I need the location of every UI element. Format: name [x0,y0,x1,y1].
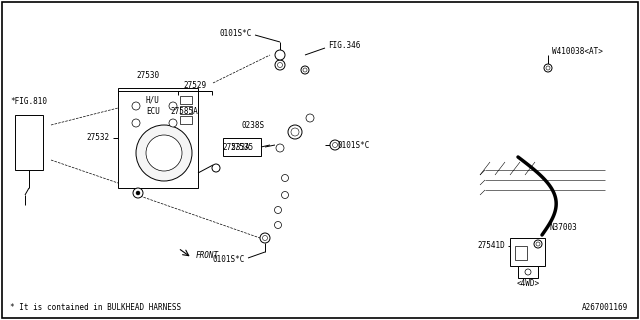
Text: 27585A: 27585A [170,108,198,116]
Text: 0101S*C: 0101S*C [220,28,252,37]
Circle shape [303,68,307,72]
Text: H/U: H/U [146,95,160,105]
Circle shape [132,102,140,110]
Circle shape [306,114,314,122]
Text: FRONT: FRONT [196,252,219,260]
Text: W410038<AT>: W410038<AT> [552,47,603,57]
Text: 0101S*C: 0101S*C [338,140,371,149]
Bar [515,246,527,260]
Bar [180,116,192,124]
Circle shape [546,66,550,70]
Circle shape [275,206,282,213]
Circle shape [169,102,177,110]
Text: N37003: N37003 [550,223,578,233]
Circle shape [282,191,289,198]
Text: 27532: 27532 [87,133,110,142]
Bar [223,138,261,156]
Circle shape [276,144,284,152]
Circle shape [275,50,285,60]
Text: *FIG.810: *FIG.810 [10,97,47,106]
Circle shape [536,242,540,246]
Text: 27530: 27530 [136,71,159,81]
Text: <4WD>: <4WD> [516,279,540,289]
Polygon shape [505,140,532,165]
Text: 0238S: 0238S [242,121,265,130]
Circle shape [291,128,299,136]
Circle shape [146,135,182,171]
Bar [518,266,538,278]
Circle shape [136,191,140,195]
Bar [15,115,43,170]
Bar [510,238,545,266]
Text: * It is contained in BULKHEAD HARNESS: * It is contained in BULKHEAD HARNESS [10,303,181,313]
Text: FIG.346: FIG.346 [328,42,360,51]
Circle shape [301,66,309,74]
Circle shape [275,60,285,70]
Text: 27533A: 27533A [222,142,250,151]
Text: A267001169: A267001169 [582,303,628,313]
Text: 27529: 27529 [184,81,207,90]
Circle shape [525,269,531,275]
Circle shape [136,125,192,181]
Text: 0101S*C: 0101S*C [212,255,245,265]
Circle shape [212,164,220,172]
Bar [118,88,198,188]
Circle shape [262,236,268,241]
Circle shape [544,64,552,72]
Circle shape [275,221,282,228]
Circle shape [169,119,177,127]
Circle shape [288,125,302,139]
Text: ECU: ECU [146,108,160,116]
Text: 27535: 27535 [230,142,253,151]
Circle shape [534,240,542,248]
Circle shape [278,62,282,68]
Circle shape [133,188,143,198]
Bar [180,106,192,114]
Circle shape [260,233,270,243]
Circle shape [330,140,340,150]
Circle shape [333,142,337,148]
Circle shape [282,174,289,181]
Bar [180,96,192,104]
Circle shape [132,119,140,127]
Text: 27541D: 27541D [477,242,505,251]
